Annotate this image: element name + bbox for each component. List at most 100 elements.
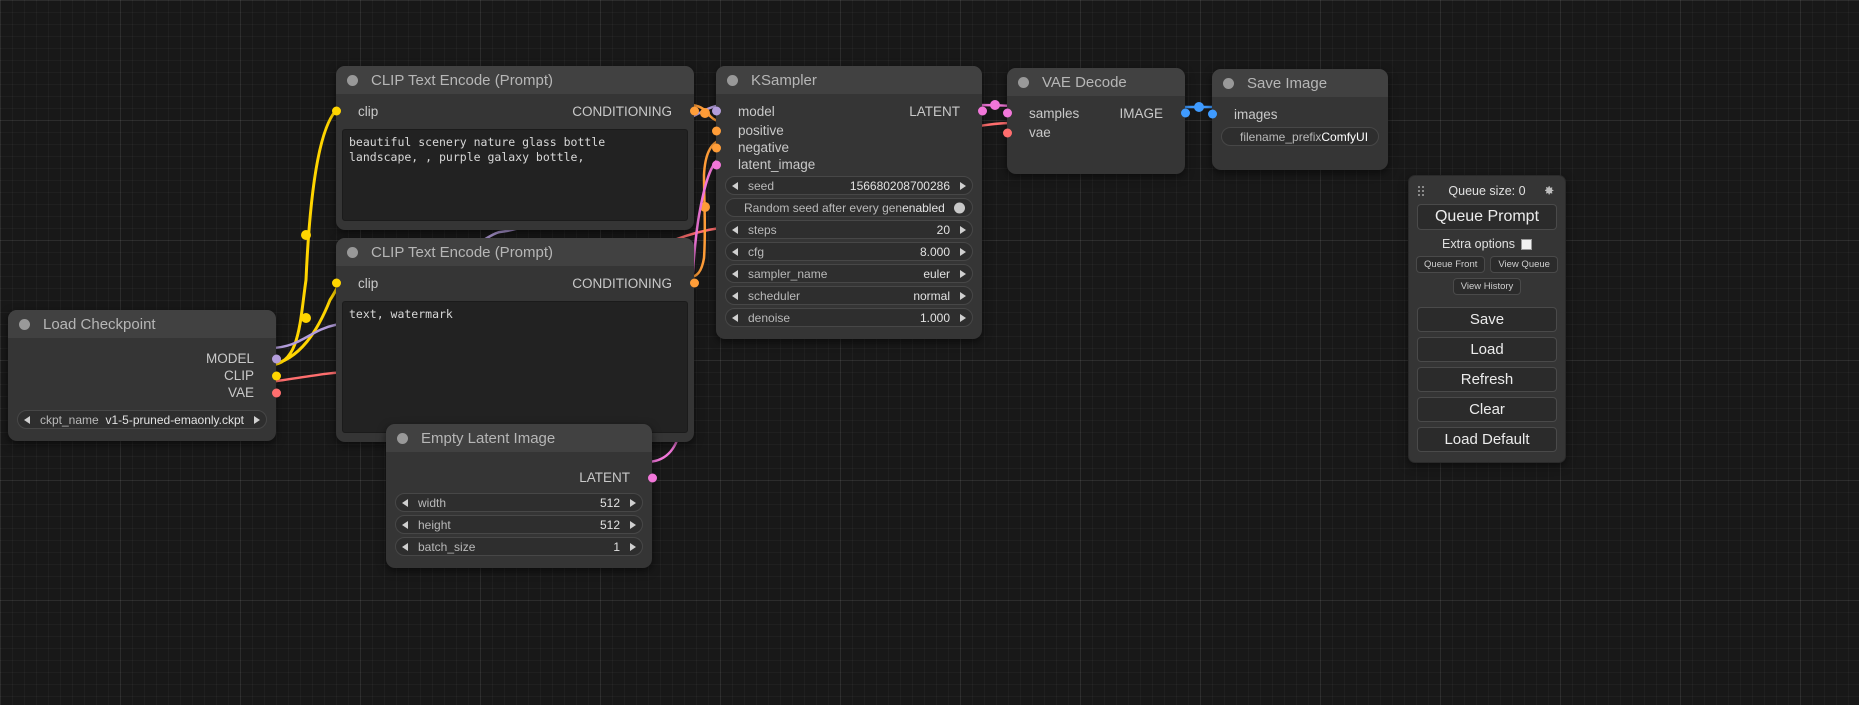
node-vae-decode[interactable]: VAE Decode samples IMAGE vae bbox=[1002, 68, 1190, 174]
decrement-arrow-icon[interactable] bbox=[402, 542, 408, 551]
node-title-bar[interactable]: Save Image bbox=[1212, 69, 1388, 97]
slot-images[interactable]: images bbox=[1207, 104, 1388, 124]
increment-arrow-icon[interactable] bbox=[630, 542, 636, 551]
next-arrow-icon[interactable] bbox=[960, 291, 966, 300]
node-title-bar[interactable]: KSampler bbox=[716, 66, 982, 94]
node-clip-text-encode-positive[interactable]: CLIP Text Encode (Prompt) clip CONDITION… bbox=[331, 66, 699, 230]
node-title-bar[interactable]: Load Checkpoint bbox=[8, 310, 276, 338]
node-save-image[interactable]: Save Image images filename_prefix ComfyU… bbox=[1207, 69, 1388, 170]
slot-negative[interactable]: negative bbox=[711, 139, 982, 156]
collapse-dot-icon[interactable] bbox=[397, 432, 408, 444]
view-queue-button[interactable]: View Queue bbox=[1490, 256, 1558, 273]
decrement-arrow-icon[interactable] bbox=[732, 247, 738, 256]
port-vae-input[interactable] bbox=[1002, 128, 1012, 137]
collapse-dot-icon[interactable] bbox=[1223, 77, 1234, 89]
queue-front-button[interactable]: Queue Front bbox=[1416, 256, 1486, 273]
view-history-button[interactable]: View History bbox=[1452, 278, 1522, 295]
widget-filename-prefix[interactable]: filename_prefix ComfyUI bbox=[1221, 127, 1379, 146]
increment-arrow-icon[interactable] bbox=[960, 247, 966, 256]
next-arrow-icon[interactable] bbox=[254, 415, 260, 424]
port-conditioning-output[interactable] bbox=[689, 278, 699, 288]
widget-batch-size[interactable]: batch_size 1 bbox=[395, 537, 643, 556]
decrement-arrow-icon[interactable] bbox=[732, 225, 738, 234]
widget-width[interactable]: width 512 bbox=[395, 493, 643, 512]
clear-button[interactable]: Clear bbox=[1417, 397, 1557, 422]
increment-arrow-icon[interactable] bbox=[960, 225, 966, 234]
collapse-dot-icon[interactable] bbox=[1018, 76, 1029, 88]
drag-handle-icon[interactable] bbox=[1417, 185, 1426, 197]
port-positive-input[interactable] bbox=[711, 126, 721, 135]
collapse-dot-icon[interactable] bbox=[727, 74, 738, 86]
port-clip-output[interactable] bbox=[271, 371, 281, 380]
widget-denoise[interactable]: denoise 1.000 bbox=[725, 308, 973, 327]
menu-header: Queue size: 0 bbox=[1417, 182, 1557, 200]
port-latent-output[interactable] bbox=[977, 106, 987, 116]
collapse-dot-icon[interactable] bbox=[19, 318, 30, 330]
decrement-arrow-icon[interactable] bbox=[732, 313, 738, 322]
load-button[interactable]: Load bbox=[1417, 337, 1557, 362]
port-vae-output[interactable] bbox=[271, 388, 281, 397]
comfy-menu-panel[interactable]: Queue size: 0 Queue Prompt Extra options… bbox=[1408, 175, 1566, 463]
port-images-input[interactable] bbox=[1207, 109, 1217, 119]
gear-icon[interactable] bbox=[1542, 184, 1555, 197]
extra-options-checkbox[interactable] bbox=[1520, 238, 1532, 250]
port-clip-input[interactable] bbox=[331, 106, 341, 116]
slot-latent-image[interactable]: latent_image bbox=[711, 156, 982, 173]
port-samples-input[interactable] bbox=[1002, 108, 1012, 118]
decrement-arrow-icon[interactable] bbox=[402, 498, 408, 507]
decrement-arrow-icon[interactable] bbox=[402, 520, 408, 529]
decrement-arrow-icon[interactable] bbox=[732, 181, 738, 190]
increment-arrow-icon[interactable] bbox=[630, 498, 636, 507]
slot-positive[interactable]: positive bbox=[711, 122, 982, 139]
port-latent-image-input[interactable] bbox=[711, 160, 721, 169]
node-title-bar[interactable]: Empty Latent Image bbox=[386, 424, 652, 452]
port-model-input[interactable] bbox=[711, 106, 721, 116]
slot-vae[interactable]: vae bbox=[1002, 124, 1185, 141]
slot-clip[interactable]: CLIP bbox=[8, 367, 281, 384]
node-clip-text-encode-negative[interactable]: CLIP Text Encode (Prompt) clip CONDITION… bbox=[331, 238, 699, 442]
widget-scheduler[interactable]: scheduler normal bbox=[725, 286, 973, 305]
widget-cfg[interactable]: cfg 8.000 bbox=[725, 242, 973, 261]
slot-model[interactable]: MODEL bbox=[8, 350, 281, 367]
refresh-button[interactable]: Refresh bbox=[1417, 367, 1557, 392]
port-image-output[interactable] bbox=[1180, 108, 1190, 118]
previous-arrow-icon[interactable] bbox=[732, 269, 738, 278]
port-negative-input[interactable] bbox=[711, 143, 721, 152]
increment-arrow-icon[interactable] bbox=[960, 181, 966, 190]
widget-ckpt-name[interactable]: ckpt_name v1-5-pruned-emaonly.ckpt bbox=[17, 410, 267, 429]
node-title-bar[interactable]: CLIP Text Encode (Prompt) bbox=[336, 66, 694, 94]
slot-latent[interactable]: LATENT bbox=[386, 469, 657, 486]
previous-arrow-icon[interactable] bbox=[24, 415, 30, 424]
port-latent-output[interactable] bbox=[647, 473, 657, 482]
save-button[interactable]: Save bbox=[1417, 307, 1557, 332]
prompt-textarea-positive[interactable]: beautiful scenery nature glass bottle la… bbox=[342, 129, 688, 221]
widget-steps[interactable]: steps 20 bbox=[725, 220, 973, 239]
widget-sampler-name[interactable]: sampler_name euler bbox=[725, 264, 973, 283]
port-conditioning-output[interactable] bbox=[689, 106, 699, 116]
prompt-textarea-negative[interactable]: text, watermark bbox=[342, 301, 688, 433]
increment-arrow-icon[interactable] bbox=[960, 313, 966, 322]
slot-vae[interactable]: VAE bbox=[8, 384, 281, 401]
queue-prompt-button[interactable]: Queue Prompt bbox=[1417, 204, 1557, 230]
node-title-bar[interactable]: CLIP Text Encode (Prompt) bbox=[336, 238, 694, 266]
node-load-checkpoint[interactable]: Load Checkpoint MODEL CLIP VAE ckpt_name… bbox=[8, 310, 281, 441]
increment-arrow-icon[interactable] bbox=[630, 520, 636, 529]
previous-arrow-icon[interactable] bbox=[732, 291, 738, 300]
widget-height[interactable]: height 512 bbox=[395, 515, 643, 534]
collapse-dot-icon[interactable] bbox=[347, 246, 358, 258]
widget-seed[interactable]: seed 156680208700286 bbox=[725, 176, 973, 195]
extra-options-row[interactable]: Extra options bbox=[1417, 237, 1557, 251]
port-clip-input[interactable] bbox=[331, 278, 341, 288]
port-model-output[interactable] bbox=[271, 354, 281, 363]
next-arrow-icon[interactable] bbox=[960, 269, 966, 278]
node-empty-latent-image[interactable]: Empty Latent Image LATENT width 512 heig… bbox=[386, 424, 657, 568]
load-default-button[interactable]: Load Default bbox=[1417, 427, 1557, 452]
node-title-bar[interactable]: VAE Decode bbox=[1007, 68, 1185, 96]
collapse-dot-icon[interactable] bbox=[347, 74, 358, 86]
node-title-text: VAE Decode bbox=[1042, 73, 1127, 91]
widget-label: batch_size bbox=[418, 539, 476, 554]
node-ksampler[interactable]: KSampler model LATENT positive negative bbox=[711, 66, 987, 339]
widget-random-seed-after-every-gen[interactable]: Random seed after every gen enabled bbox=[725, 198, 973, 217]
toggle-knob-icon[interactable] bbox=[954, 202, 965, 213]
